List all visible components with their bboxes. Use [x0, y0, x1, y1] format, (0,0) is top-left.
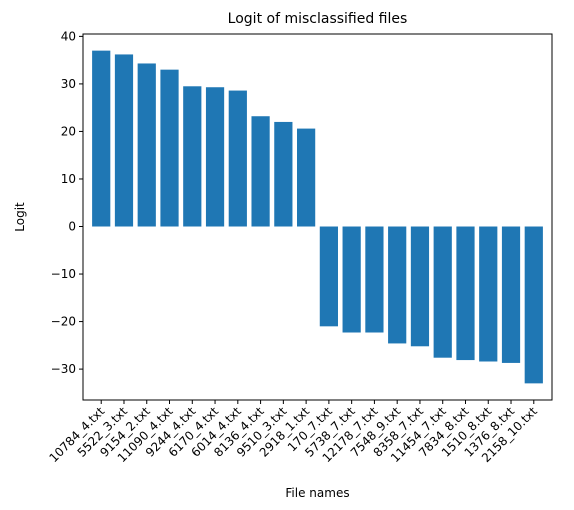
bar [114, 54, 134, 227]
bar [205, 87, 225, 227]
y-tick-label: −20 [51, 315, 76, 329]
bar [388, 226, 407, 344]
bar [479, 226, 498, 362]
y-axis: −30 −20 −10 0 10 20 30 40 [51, 29, 83, 376]
y-tick-label: 0 [68, 220, 76, 234]
bar [92, 50, 111, 227]
bar [456, 226, 475, 361]
bar [524, 226, 543, 384]
y-tick-label: −30 [51, 362, 76, 376]
bar [501, 226, 521, 363]
bar [433, 226, 452, 358]
bar [274, 121, 293, 227]
bar [228, 90, 247, 227]
x-axis-label: File names [285, 486, 349, 500]
y-tick-label: 40 [61, 29, 76, 43]
bar [183, 86, 202, 227]
x-axis: 10784_4.txt5522_3.txt9154_2.txt11090_4.t… [46, 400, 540, 465]
y-tick-label: −10 [51, 267, 76, 281]
plot-frame [82, 33, 553, 401]
chart-title: Logit of misclassified files [228, 11, 408, 27]
bars-group [92, 50, 543, 384]
y-tick-label: 30 [61, 77, 76, 91]
bar [319, 226, 338, 327]
bar [137, 63, 156, 227]
bar [342, 226, 361, 333]
bar [410, 226, 430, 347]
bar [160, 69, 179, 227]
bar [297, 128, 316, 227]
y-tick-label: 10 [61, 172, 76, 186]
bar [365, 226, 384, 333]
y-tick-label: 20 [61, 124, 76, 138]
y-axis-label: Logit [13, 202, 27, 232]
bar [251, 116, 270, 227]
